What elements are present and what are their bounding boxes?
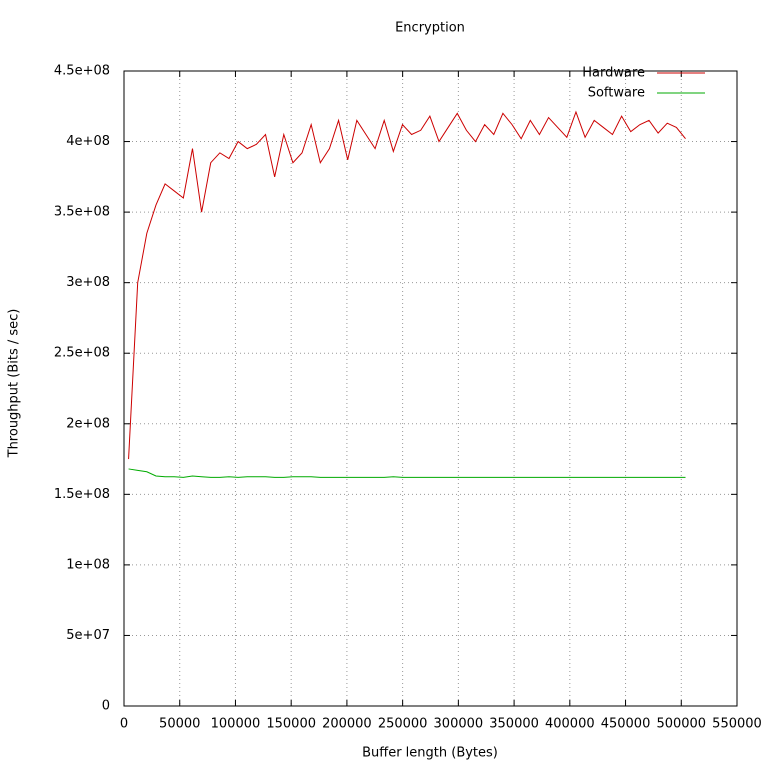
y-tick-label: 2e+08 — [66, 416, 110, 431]
y-tick-label: 1.5e+08 — [54, 487, 110, 502]
x-tick-label: 300000 — [434, 717, 484, 732]
y-tick-label: 3.5e+08 — [54, 205, 110, 220]
plot-border — [123, 70, 738, 707]
x-tick-label: 100000 — [211, 717, 261, 732]
chart-title: Encryption — [395, 21, 465, 36]
x-tick-label: 250000 — [378, 717, 428, 732]
y-tick-label: 4e+08 — [66, 134, 110, 149]
y-tick-label: 1e+08 — [66, 557, 110, 572]
x-tick-label: 50000 — [159, 717, 200, 732]
y-tick-label: 2.5e+08 — [54, 346, 110, 361]
x-tick-label: 0 — [120, 717, 128, 732]
y-axis-label: Throughput (Bits / sec) — [7, 309, 22, 459]
y-tick-label: 3e+08 — [66, 275, 110, 290]
x-tick-label: 550000 — [712, 717, 762, 732]
data-line — [128, 468, 686, 478]
x-axis-label: Buffer length (Bytes) — [362, 746, 498, 761]
y-tick-label: 5e+07 — [66, 628, 110, 643]
x-tick-label: 450000 — [601, 717, 651, 732]
y-tick-label: 4.5e+08 — [54, 64, 110, 79]
x-tick-label: 150000 — [266, 717, 316, 732]
x-tick-label: 200000 — [322, 717, 372, 732]
data-line — [128, 110, 686, 460]
x-tick-label: 350000 — [489, 717, 539, 732]
legend-label: Software — [588, 86, 645, 101]
y-tick-label: 0 — [102, 699, 110, 714]
x-tick-label: 400000 — [545, 717, 595, 732]
legend-label: Hardware — [582, 66, 645, 81]
x-tick-label: 500000 — [656, 717, 706, 732]
